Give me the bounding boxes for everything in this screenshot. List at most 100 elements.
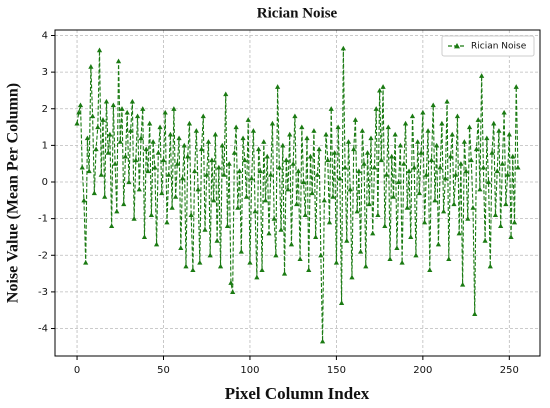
- y-tick-label: 1: [42, 140, 48, 151]
- data-point: [432, 197, 438, 203]
- data-point: [380, 84, 386, 89]
- data-point: [160, 157, 167, 163]
- data-point: [124, 109, 130, 115]
- data-point: [190, 267, 196, 273]
- legend-box: [441, 35, 535, 57]
- data-point: [159, 190, 165, 196]
- data-point: [340, 45, 346, 51]
- data-point: [147, 120, 153, 126]
- data-point: [155, 150, 161, 155]
- data-point: [441, 208, 447, 214]
- data-point: [515, 164, 521, 170]
- data-point: [503, 201, 509, 207]
- data-point: [107, 131, 113, 137]
- data-point: [273, 252, 279, 258]
- data-point: [192, 168, 198, 174]
- y-tick-label: 3: [42, 67, 48, 78]
- data-point: [394, 245, 400, 251]
- data-point: [86, 168, 92, 174]
- data-point: [216, 164, 222, 170]
- data-point: [460, 281, 466, 287]
- data-point: [90, 113, 96, 119]
- data-point: [383, 172, 390, 177]
- data-point: [332, 150, 338, 155]
- chart-title: Rician Noise: [257, 5, 338, 21]
- data-point: [254, 274, 260, 280]
- data-point: [371, 164, 378, 170]
- data-point: [338, 300, 345, 305]
- data-point: [169, 205, 175, 210]
- data-point: [389, 153, 395, 159]
- data-point: [268, 172, 274, 177]
- data-point: [129, 98, 135, 104]
- data-point: [330, 194, 336, 199]
- data-point: [375, 212, 381, 218]
- data-point: [148, 212, 154, 218]
- data-point: [269, 120, 276, 126]
- data-point: [396, 179, 402, 185]
- data-point: [309, 190, 315, 196]
- x-axis-label: Pixel Column Index: [225, 384, 370, 403]
- data-point: [275, 84, 281, 89]
- data-point: [366, 201, 372, 207]
- data-point: [257, 168, 263, 174]
- data-point: [508, 234, 514, 240]
- data-point: [498, 223, 504, 229]
- data-point: [138, 135, 144, 141]
- data-point: [406, 168, 412, 174]
- data-point: [280, 142, 286, 148]
- y-tick-label: -2: [38, 250, 48, 261]
- data-point: [259, 267, 265, 273]
- data-point: [378, 157, 384, 163]
- data-point: [299, 124, 305, 130]
- data-point: [409, 113, 416, 119]
- plot-frame: [54, 29, 541, 357]
- data-point: [93, 146, 99, 152]
- data-point: [261, 139, 267, 144]
- data-point: [423, 172, 429, 177]
- data-point: [204, 172, 210, 177]
- data-point: [290, 161, 296, 166]
- data-point: [76, 109, 82, 115]
- data-point: [463, 168, 469, 174]
- data-point: [176, 135, 182, 141]
- data-point: [446, 256, 452, 262]
- data-point: [79, 164, 85, 170]
- data-point: [344, 238, 350, 243]
- data-point: [311, 128, 317, 133]
- data-point: [110, 102, 116, 108]
- data-point: [211, 197, 217, 203]
- data-point: [302, 212, 308, 218]
- data-point: [349, 274, 355, 280]
- legend-marker: [454, 43, 460, 49]
- data-point: [415, 139, 421, 144]
- data-point: [249, 175, 255, 181]
- data-point: [368, 135, 374, 141]
- data-point: [439, 120, 445, 126]
- data-point: [425, 128, 431, 133]
- data-point: [447, 153, 454, 159]
- data-point: [351, 146, 357, 152]
- x-tick-label: 200: [413, 365, 432, 376]
- x-tick-label: 50: [157, 365, 170, 376]
- data-point: [418, 150, 424, 155]
- data-point: [408, 234, 414, 240]
- data-point: [115, 58, 122, 64]
- data-point: [404, 205, 410, 210]
- y-tick-label: -4: [38, 324, 48, 335]
- data-point: [451, 201, 457, 207]
- data-point: [473, 146, 480, 152]
- data-point: [352, 117, 359, 122]
- data-point: [221, 172, 227, 177]
- data-point: [133, 157, 139, 163]
- data-point: [288, 241, 295, 247]
- data-point: [501, 109, 507, 115]
- data-point: [363, 263, 369, 269]
- data-point: [152, 164, 158, 170]
- data-point: [95, 124, 101, 130]
- data-point: [382, 223, 388, 229]
- data-point: [323, 131, 329, 137]
- data-point: [77, 102, 84, 108]
- data-point: [195, 186, 201, 192]
- data-point: [335, 124, 341, 130]
